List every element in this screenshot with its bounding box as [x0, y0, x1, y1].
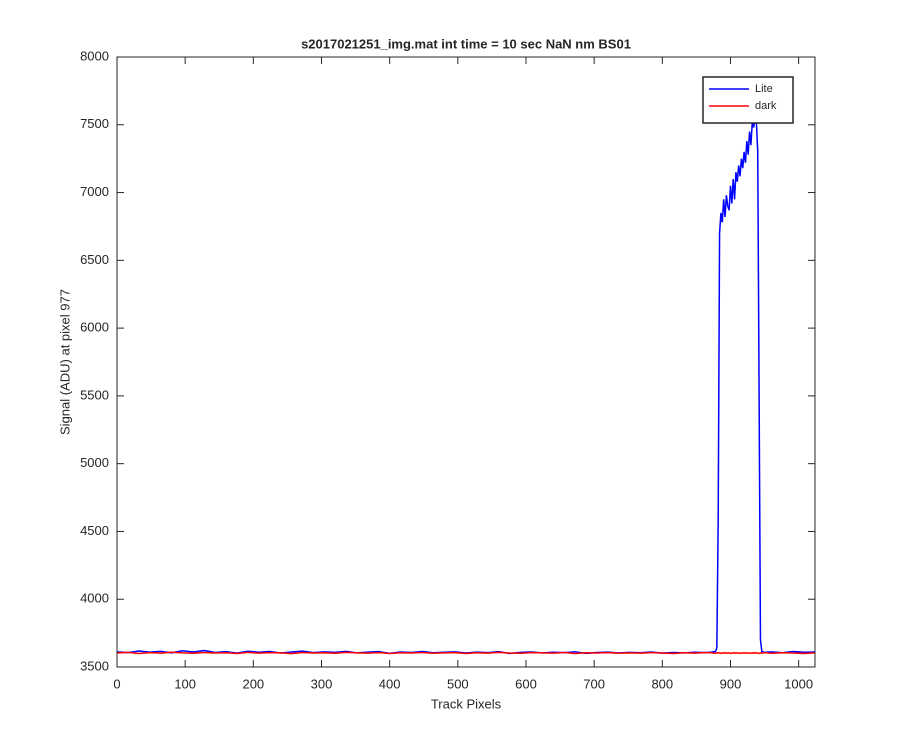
plot-area: [117, 57, 815, 667]
x-tick-label: 400: [379, 676, 401, 691]
x-tick-label: 100: [174, 676, 196, 691]
y-tick-label: 6500: [80, 252, 109, 267]
x-tick-label: 1000: [784, 676, 813, 691]
x-tick-label: 500: [447, 676, 469, 691]
x-axis-label: Track Pixels: [431, 696, 502, 711]
y-tick-label: 7500: [80, 116, 109, 131]
legend-label: Lite: [755, 83, 773, 95]
x-tick-label: 300: [311, 676, 333, 691]
axes-box: [116, 56, 816, 668]
y-tick-label: 6000: [80, 320, 109, 335]
y-tick-label: 8000: [80, 48, 109, 63]
y-axis-label: Signal (ADU) at pixel 977: [57, 289, 72, 435]
y-tick-label: 5500: [80, 387, 109, 402]
legend-label: dark: [755, 100, 777, 112]
series-line: [116, 651, 816, 655]
x-tick-label: 200: [242, 676, 264, 691]
x-tick-label: 0: [113, 676, 120, 691]
y-tick-label: 4000: [80, 591, 109, 606]
x-tick-label: 800: [651, 676, 673, 691]
x-tick-label: 700: [583, 676, 605, 691]
x-tick-label: 600: [515, 676, 537, 691]
y-tick-label: 5000: [80, 455, 109, 470]
y-tick-label: 3500: [80, 658, 109, 673]
legend-box: [702, 76, 794, 124]
chart-title: s2017021251_img.mat int time = 10 sec Na…: [301, 36, 631, 51]
y-tick-label: 4500: [80, 523, 109, 538]
x-tick-label: 900: [720, 676, 742, 691]
y-tick-label: 7000: [80, 184, 109, 199]
